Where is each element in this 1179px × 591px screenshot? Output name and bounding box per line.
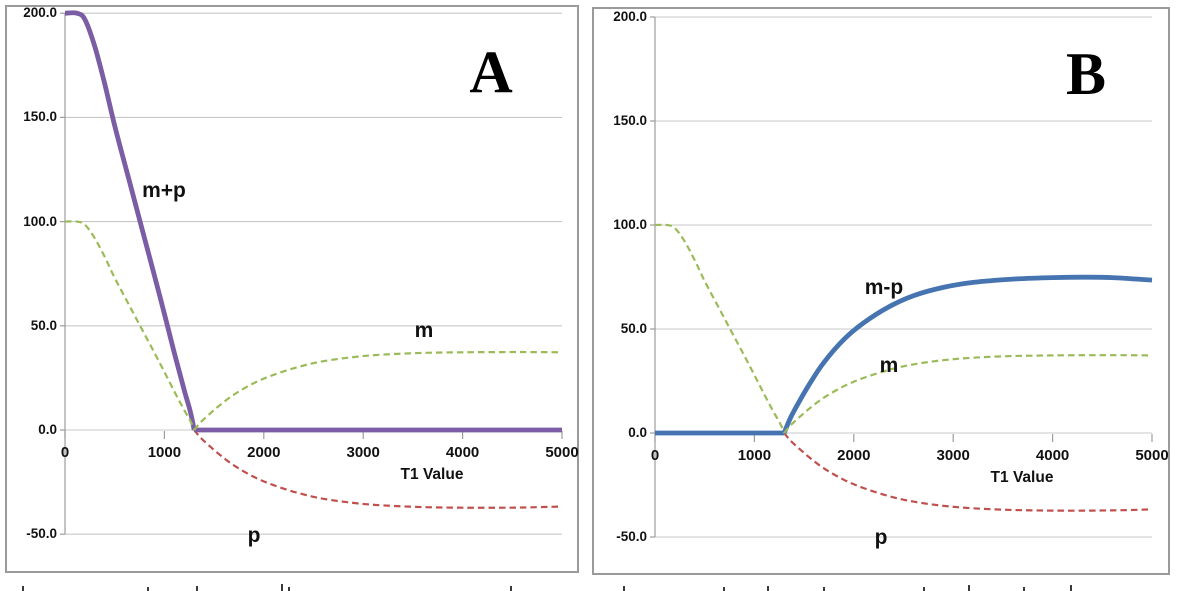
series-p	[193, 429, 563, 509]
series-m+p	[64, 10, 197, 431]
y-tick-label: -50.0	[26, 526, 57, 542]
panel-a-corner-label: A	[469, 39, 513, 105]
x-tick-label: 3000	[936, 447, 970, 464]
caption-fragment	[1070, 585, 1072, 591]
caption-fragment	[1023, 587, 1025, 591]
curve-label-p-panel-a: p	[247, 524, 261, 547]
x-tick-label: 1000	[737, 447, 772, 464]
x-tick-label: 4000	[1035, 447, 1070, 464]
caption-fragment	[22, 586, 24, 591]
y-tick-label: 0.0	[38, 422, 57, 437]
series-m	[783, 354, 1153, 434]
panel-a	[5, 5, 579, 573]
x-axis-title-panel-a: T1 Value	[400, 466, 464, 483]
y-tick-label: 150.0	[23, 109, 57, 125]
caption-fragment	[923, 587, 925, 591]
y-tick-label: 50.0	[620, 321, 647, 336]
curve-label-m-plus-p: m+p	[142, 179, 186, 202]
panel-b-corner-label: B	[1065, 41, 1107, 107]
x-tick-label: 4000	[445, 444, 480, 461]
series-m	[64, 220, 196, 431]
y-tick-label: 100.0	[23, 213, 57, 229]
x-tick-label: 3000	[346, 444, 380, 461]
y-tick-label: 200.0	[23, 5, 57, 21]
y-tick-label: 150.0	[613, 113, 647, 128]
panel-b	[592, 7, 1170, 575]
caption-fragment	[510, 586, 512, 591]
x-tick-label: 0	[650, 447, 660, 464]
x-tick-label: 5000	[1135, 447, 1169, 464]
curve-label-m-minus-p: m-p	[864, 276, 904, 299]
caption-fragment	[723, 587, 725, 591]
curve-label-m-panel-b: m	[879, 354, 899, 377]
y-tick-label: -50.0	[616, 529, 647, 544]
series-m-p	[781, 274, 1153, 434]
y-tick-label: 100.0	[613, 217, 647, 232]
caption-fragment	[823, 587, 825, 591]
x-tick-label: 1000	[147, 444, 182, 461]
curve-label-p-panel-b: p	[874, 526, 888, 549]
curve-label-m-panel-a: m	[414, 319, 434, 342]
caption-fragment	[968, 585, 970, 591]
series-m	[654, 223, 786, 434]
caption-fragment	[196, 586, 198, 591]
x-tick-label: 0	[60, 444, 70, 461]
y-tick-label: 200.0	[613, 9, 647, 24]
x-tick-label: 5000	[545, 444, 579, 461]
series-m	[193, 350, 563, 431]
x-tick-label: 2000	[247, 444, 281, 461]
caption-fragment	[623, 586, 625, 591]
caption-fragment	[281, 584, 283, 591]
y-tick-label: 0.0	[628, 425, 647, 440]
series-p	[783, 432, 1153, 512]
caption-fragment	[288, 587, 290, 591]
y-tick-label: 50.0	[30, 317, 57, 333]
x-tick-label: 2000	[837, 447, 871, 464]
caption-fragment	[767, 586, 769, 591]
x-axis-title-panel-b: T1 Value	[990, 469, 1054, 486]
caption-fragment	[147, 587, 149, 591]
